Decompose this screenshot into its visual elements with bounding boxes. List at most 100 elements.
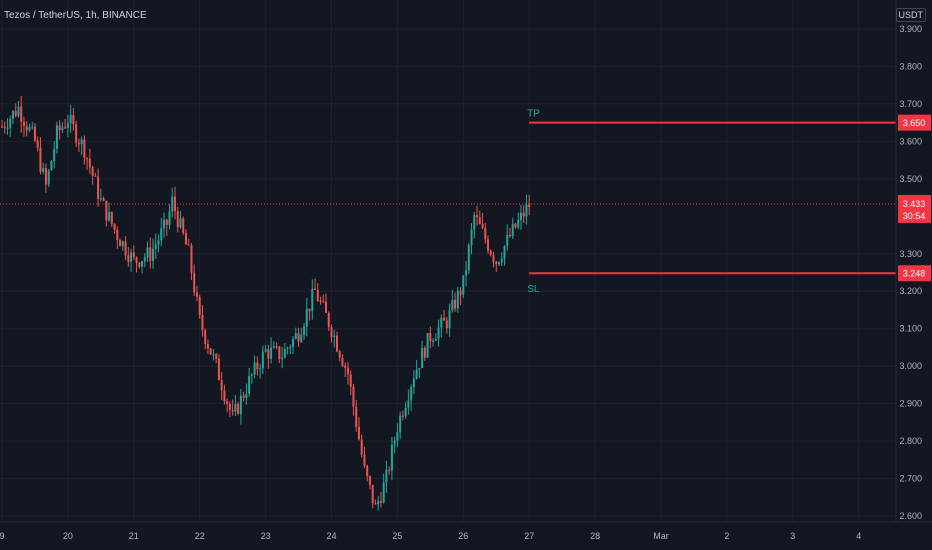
candle-body — [270, 347, 273, 359]
candle-body — [432, 340, 435, 342]
candle-body — [322, 301, 325, 303]
candle-body — [511, 223, 514, 237]
candle-body — [124, 241, 127, 256]
time-tick-label: 25 — [392, 531, 402, 541]
candle-body — [506, 234, 509, 247]
candle-body — [64, 127, 67, 129]
candle-body — [176, 211, 179, 228]
candle-body — [437, 327, 440, 339]
time-tick-label: 23 — [261, 531, 271, 541]
candle-body — [253, 362, 256, 375]
price-tick-label: 2.800 — [899, 436, 922, 446]
candle-body — [9, 118, 12, 129]
candle-body — [412, 378, 415, 388]
candle-body — [187, 244, 190, 246]
candle-body — [99, 198, 102, 200]
candle-body — [346, 367, 349, 375]
candle-body — [508, 234, 511, 237]
candle-body — [66, 123, 69, 128]
candle-body — [388, 469, 391, 471]
current-price-badge — [898, 194, 931, 223]
candle-body — [217, 358, 220, 381]
candle-body — [149, 247, 152, 261]
candle-body — [33, 126, 36, 141]
candle-body — [209, 348, 212, 355]
candle-body — [503, 246, 506, 259]
time-tick-label: Mar — [653, 531, 669, 541]
candle-body — [495, 261, 498, 265]
candle-body — [94, 175, 97, 177]
candle-body — [462, 275, 465, 295]
price-tick-label: 3.800 — [899, 61, 922, 71]
candle-body — [17, 106, 20, 116]
candle-body — [292, 338, 295, 348]
candle-body — [204, 330, 207, 344]
candle-body — [316, 289, 319, 302]
candle-body — [234, 404, 237, 412]
candle-body — [300, 334, 303, 342]
candle-body — [237, 404, 240, 414]
candle-body — [429, 333, 432, 342]
price-tick-label: 3.500 — [899, 174, 922, 184]
candle-body — [182, 218, 185, 233]
time-tick-label: 21 — [129, 531, 139, 541]
candle-body — [349, 374, 352, 387]
candle-body — [305, 308, 308, 327]
candle-body — [459, 290, 462, 295]
candle-body — [294, 333, 297, 339]
candle-body — [281, 357, 284, 360]
price-tick-label: 3.200 — [899, 286, 922, 296]
candle-body — [517, 219, 520, 228]
candle-body — [360, 439, 363, 455]
candle-body — [53, 148, 56, 162]
candle-body — [143, 257, 146, 262]
time-tick-label: 4 — [856, 531, 861, 541]
candle-body — [22, 121, 25, 127]
candle-body — [3, 126, 6, 129]
time-tick-label: 27 — [524, 531, 534, 541]
candle-body — [135, 257, 138, 263]
tp-label: TP — [527, 109, 540, 120]
candle-body — [47, 170, 50, 185]
time-tick-label: 26 — [458, 531, 468, 541]
time-tick-label: 22 — [195, 531, 205, 541]
sl-label: SL — [527, 284, 540, 295]
candle-body — [239, 395, 242, 414]
candle-body — [528, 204, 531, 208]
price-tick-label: 3.600 — [899, 136, 922, 146]
candle-body — [190, 245, 193, 273]
price-tick-label: 2.900 — [899, 399, 922, 409]
candle-body — [171, 196, 174, 212]
price-unit-label[interactable]: USDT — [895, 8, 926, 22]
symbol-title: Tezos / TetherUS, 1h, BINANCE — [4, 10, 147, 21]
candle-body — [456, 290, 459, 309]
candle-body — [14, 110, 17, 116]
candle-body — [434, 338, 437, 341]
candle-body — [379, 501, 382, 503]
candle-body — [132, 252, 135, 258]
price-tick-label: 2.600 — [899, 511, 922, 521]
time-tick-label: 20 — [63, 531, 73, 541]
candle-body — [514, 223, 517, 228]
candle-body — [278, 346, 281, 360]
candle-body — [330, 327, 333, 337]
candle-body — [198, 296, 201, 316]
candle-body — [138, 262, 141, 267]
candle-body — [519, 212, 522, 220]
candle-body — [385, 469, 388, 483]
time-axis: 9 20 21 22 23 24 25 26 27 28 Mar 2 3 4 — [0, 521, 932, 541]
candle-body — [404, 407, 407, 417]
time-tick-label: 2 — [724, 531, 729, 541]
candle-body — [390, 444, 393, 471]
candle-body — [418, 368, 421, 370]
candle-body — [393, 440, 396, 445]
candle-body — [250, 374, 253, 376]
candle-body — [401, 415, 404, 417]
candle-body — [154, 244, 157, 249]
candle-body — [377, 501, 380, 505]
candle-body — [163, 219, 166, 229]
candle-body — [44, 167, 47, 185]
candle-body — [110, 211, 113, 224]
candle-body — [399, 415, 402, 433]
